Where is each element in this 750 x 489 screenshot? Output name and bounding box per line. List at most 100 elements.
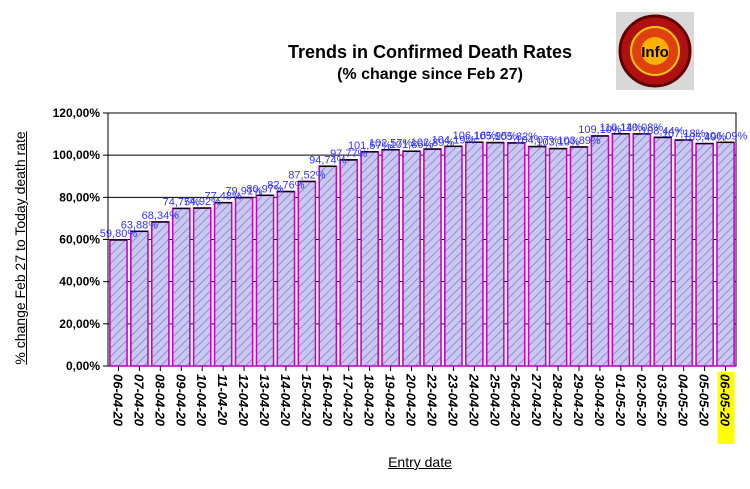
x-tick-label: 05-05-20: [697, 374, 712, 427]
x-tick-label: 30-04-20: [592, 374, 607, 427]
x-axis-label: Entry date: [388, 454, 452, 470]
y-tick-label: 120,00%: [53, 106, 101, 120]
logo-text: Info: [641, 44, 669, 61]
bar: [569, 146, 589, 367]
x-tick-label: 12-04-20: [236, 374, 251, 427]
x-tick-label: 07-04-20: [131, 374, 146, 427]
data-label: 97,77%: [330, 148, 368, 160]
bar: [653, 136, 673, 367]
x-tick-label: 01-05-20: [613, 374, 628, 427]
x-tick-label: 18-04-20: [362, 374, 377, 427]
x-tick-label: 06-05-20: [718, 374, 733, 427]
data-label: 101,57%: [348, 140, 392, 152]
x-tick-label: 26-04-20: [508, 373, 523, 427]
bar: [255, 194, 275, 367]
x-tick-label: 03-05-20: [655, 374, 670, 427]
x-tick-label: 24-04-20: [466, 373, 481, 427]
bar: [234, 196, 254, 367]
x-tick-label: 29-04-20: [571, 373, 586, 427]
bar: [381, 148, 400, 367]
y-tick-label: 80,00%: [59, 190, 100, 204]
info-logo: Info: [616, 12, 694, 90]
x-tick-label: 09-04-20: [173, 374, 188, 427]
data-label: 87,52%: [288, 169, 326, 181]
x-tick-label: 17-04-20: [341, 374, 356, 427]
x-tick-label: 13-04-20: [257, 374, 272, 427]
data-label: 101,86%: [390, 139, 434, 151]
data-label: 104,07%: [515, 135, 559, 147]
data-label: 102,89%: [411, 137, 455, 149]
bar: [171, 207, 191, 367]
x-tick-label: 11-04-20: [215, 374, 230, 426]
bar: [213, 201, 233, 367]
bar: [444, 145, 463, 367]
data-label: 106,09%: [704, 130, 748, 142]
y-tick-label: 40,00%: [59, 275, 100, 289]
data-label: 106,16%: [453, 130, 497, 142]
x-tick-label: 04-05-20: [676, 374, 691, 427]
x-tick-label: 19-04-20: [383, 374, 398, 427]
data-label: 59,80%: [100, 228, 138, 240]
bar: [590, 135, 610, 367]
chart-subtitle: (% change since Feb 27): [337, 66, 523, 83]
x-tick-label: 02-05-20: [634, 374, 649, 427]
bar: [611, 132, 631, 367]
bar: [192, 207, 212, 367]
data-label: 102,57%: [369, 138, 413, 150]
bar: [527, 145, 547, 367]
x-tick-label: 10-04-20: [194, 374, 209, 427]
bar: [339, 159, 359, 367]
data-label: 94,74%: [309, 154, 347, 166]
data-label: 105,82%: [494, 131, 538, 143]
x-tick-label: 15-04-20: [299, 374, 314, 427]
data-label: 74,75%: [163, 196, 201, 208]
bar: [548, 147, 568, 367]
x-tick-label: 22-04-20: [424, 373, 439, 427]
y-tick-label: 60,00%: [59, 233, 100, 247]
data-label: 80,97%: [246, 183, 284, 195]
bar: [109, 239, 128, 367]
bar: [276, 190, 296, 367]
bar: [150, 221, 170, 367]
bar: [485, 141, 505, 367]
data-label: 63,88%: [121, 219, 159, 231]
y-tick-label: 20,00%: [59, 317, 100, 331]
x-tick-label: 16-04-20: [320, 374, 335, 427]
data-label: 108,44%: [641, 125, 685, 137]
bar: [716, 141, 735, 367]
data-label: 79,91%: [225, 186, 263, 198]
bar: [506, 142, 526, 367]
data-label: 74,92%: [184, 196, 222, 208]
x-tick-label: 28-04-20: [550, 373, 565, 427]
bar: [402, 150, 421, 367]
x-tick-label: 08-04-20: [152, 374, 167, 427]
data-label: 104,19%: [432, 134, 476, 146]
bar: [632, 133, 652, 367]
data-label: 110,14%: [600, 122, 643, 134]
highlight-box: [717, 372, 735, 444]
data-label: 110,08%: [620, 122, 663, 134]
bar: [674, 139, 694, 367]
x-tick-label: 27-04-20: [529, 373, 544, 427]
logo-center: [641, 37, 669, 65]
x-tick-label: 25-04-20: [487, 373, 502, 427]
bar: [464, 141, 484, 367]
data-label: 82,76%: [267, 180, 305, 192]
data-label: 109,10%: [578, 124, 622, 136]
y-tick-label: 100,00%: [53, 148, 101, 162]
y-tick-label: 0,00%: [66, 359, 100, 373]
x-tick-label: 14-04-20: [278, 374, 293, 427]
bar: [360, 151, 380, 367]
bar: [318, 165, 338, 367]
x-tick-label: 20-04-20: [404, 373, 419, 427]
data-label: 68,34%: [142, 210, 180, 222]
data-label: 103,89%: [557, 135, 601, 147]
data-label: 105,49%: [683, 132, 727, 144]
bar: [423, 148, 442, 367]
x-tick-label: 06-04-20: [110, 374, 125, 427]
data-label: 77,48%: [204, 191, 242, 203]
bar: [297, 180, 317, 367]
bar: [695, 142, 714, 367]
